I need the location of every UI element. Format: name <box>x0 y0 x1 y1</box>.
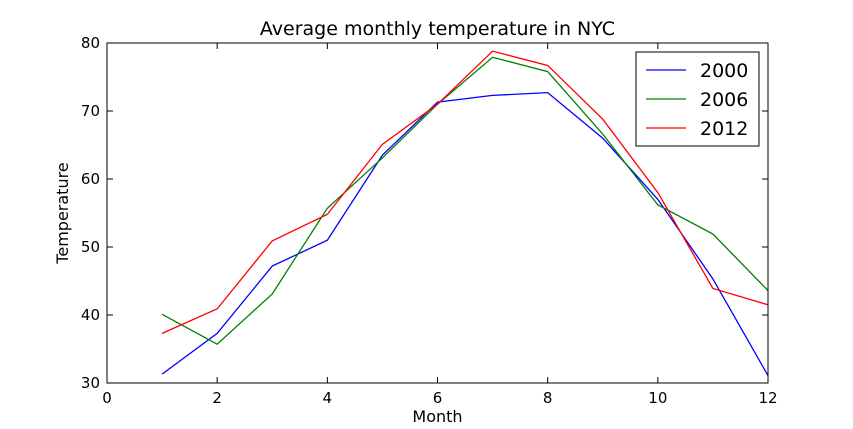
y-tick-label: 70 <box>81 102 100 120</box>
legend-label-2012: 2012 <box>700 118 748 140</box>
x-tick-label: 4 <box>323 389 333 407</box>
x-tick-label: 10 <box>648 389 667 407</box>
x-tick-label: 2 <box>212 389 222 407</box>
y-axis-label: Temperature <box>53 162 72 264</box>
y-axis-ticks: 30 40 50 60 70 80 <box>81 34 768 392</box>
series-layer <box>161 50 769 376</box>
x-axis-label: Month <box>412 407 462 425</box>
y-tick-label: 30 <box>81 374 100 392</box>
x-tick-label: 12 <box>758 389 777 407</box>
chart-title: Average monthly temperature in NYC <box>260 18 615 40</box>
x-axis-ticks: 0 2 4 6 8 10 12 <box>102 43 778 407</box>
y-tick-label: 40 <box>81 306 100 324</box>
series-line-2000 <box>161 91 769 376</box>
x-tick-label: 0 <box>102 389 112 407</box>
y-tick-label: 60 <box>81 170 100 188</box>
legend: 2000 2006 2012 <box>635 51 760 147</box>
y-tick-label: 80 <box>81 34 100 52</box>
y-tick-label: 50 <box>81 238 100 256</box>
legend-label-2006: 2006 <box>700 89 748 111</box>
x-tick-label: 8 <box>543 389 553 407</box>
legend-label-2000: 2000 <box>700 60 748 82</box>
series-line-2012 <box>161 50 769 334</box>
x-tick-label: 6 <box>433 389 443 407</box>
